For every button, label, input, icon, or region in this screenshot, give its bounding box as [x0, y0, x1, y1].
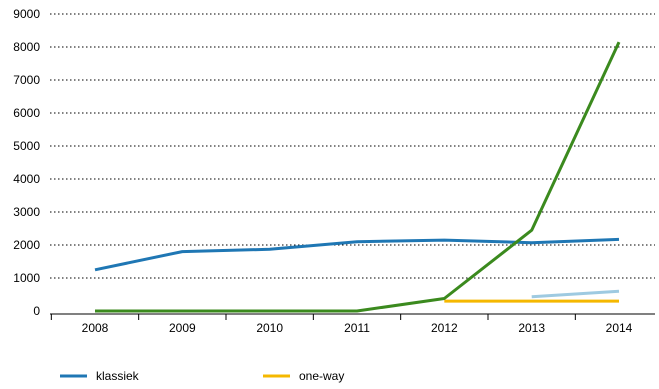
- y-tick-label: 2000: [13, 238, 40, 252]
- x-tick-label: 2012: [431, 321, 458, 335]
- x-tick-label: 2013: [518, 321, 545, 335]
- legend-label-one-way: one-way: [299, 369, 344, 383]
- series-line-klassiek: [94, 237, 620, 272]
- axes: [50, 313, 655, 320]
- legend-label-klassiek: klassiek: [96, 369, 140, 383]
- y-tick-label: 4000: [13, 172, 40, 186]
- y-tick-label: 6000: [13, 106, 40, 120]
- y-tick-label: 7000: [13, 73, 40, 87]
- tick-labels: 0 1000 2000 3000 4000 5000 6000 7000 8000 9000 200…: [13, 7, 632, 335]
- x-tick-label: 2014: [606, 321, 633, 335]
- series-line-series-2: [95, 41, 621, 313]
- y-tick-label: 5000: [13, 139, 40, 153]
- y-tick-label: 3000: [13, 205, 40, 219]
- series-lines: [94, 41, 621, 313]
- y-tick-label: 9000: [13, 7, 40, 21]
- y-tick-label: 1000: [13, 271, 40, 285]
- y-tick-label: 8000: [13, 40, 40, 54]
- series-line-series-3: [531, 289, 620, 299]
- legend: klassiek one-way: [60, 369, 344, 383]
- x-tick-label: 2009: [169, 321, 196, 335]
- x-tick-label: 2011: [344, 321, 370, 335]
- x-tick-label: 2008: [82, 321, 109, 335]
- y-tick-label: 0: [33, 304, 40, 318]
- x-tick-label: 2010: [256, 321, 283, 335]
- gridlines: [50, 13, 655, 279]
